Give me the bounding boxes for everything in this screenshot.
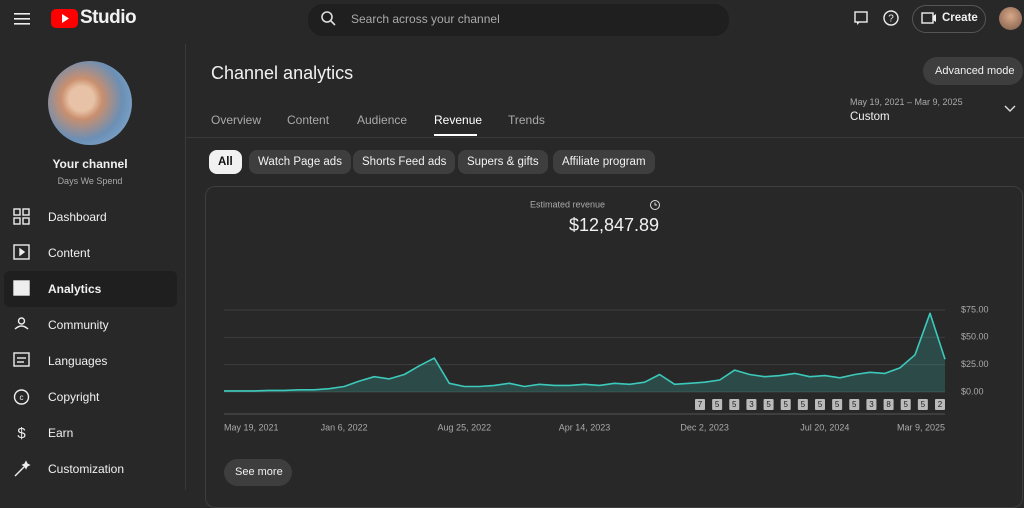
annotation-marker	[729, 399, 740, 410]
date-period[interactable]: Custom	[850, 111, 890, 123]
x-tick-label: Jul 20, 2024	[800, 422, 849, 432]
tab[interactable]: Overview	[211, 113, 262, 127]
search-box[interactable]	[308, 4, 729, 36]
annotation-count: 5	[801, 400, 806, 409]
annotation-count: 5	[852, 400, 857, 409]
dropdown-icon[interactable]	[1004, 105, 1016, 113]
see-more-label[interactable]: See more	[235, 466, 283, 478]
annotation-marker	[849, 399, 860, 410]
tab[interactable]: Audience	[357, 113, 408, 127]
search-icon	[321, 11, 336, 26]
chart-total: $12,847.89	[569, 215, 659, 235]
see-more-button[interactable]	[224, 459, 292, 486]
create-icon	[921, 12, 936, 24]
advanced-mode-button[interactable]	[923, 57, 1023, 85]
nav-item[interactable]: Analytics	[48, 282, 102, 296]
annotation-marker	[780, 399, 791, 410]
y-tick-label: $50.00	[961, 332, 989, 342]
annotation-count: 5	[766, 400, 771, 409]
annotation-count: 2	[938, 400, 943, 409]
nav-icons: c $	[13, 208, 31, 477]
nav-item[interactable]: Customization	[48, 462, 125, 476]
nav-item[interactable]: Content	[48, 246, 91, 260]
svg-text:c: c	[20, 393, 24, 402]
chip[interactable]: Supers & gifts	[458, 150, 548, 174]
chip[interactable]: Affiliate program	[553, 150, 655, 174]
annotation-count: 7	[698, 400, 703, 409]
x-tick-label: Mar 9, 2025	[897, 422, 945, 432]
channel-name: Days We Spend	[57, 176, 123, 186]
revenue-line	[224, 312, 946, 392]
annotation-count: 5	[732, 400, 737, 409]
x-tick-label: May 19, 2021	[224, 422, 279, 432]
annotation-marker	[746, 399, 757, 410]
x-tick-label: Dec 2, 2023	[680, 422, 729, 432]
create-button[interactable]	[912, 5, 986, 33]
annotation-marker	[797, 399, 808, 410]
clock-icon	[650, 200, 660, 210]
sidebar	[0, 44, 186, 490]
annotation-count: 5	[783, 400, 788, 409]
chip[interactable]: Watch Page ads	[249, 150, 351, 174]
revenue-chart: Estimated revenue $12,847.89 $0.00 $25.00…	[224, 199, 989, 432]
revenue-area	[224, 313, 945, 392]
x-tick-label: Jan 6, 2022	[321, 422, 368, 432]
page-title: Channel analytics	[211, 63, 354, 83]
y-tick-label: $0.00	[961, 386, 984, 396]
nav-item[interactable]: Community	[48, 318, 109, 332]
feedback-icon[interactable]	[853, 10, 869, 26]
x-tick-label: Aug 25, 2022	[438, 422, 492, 432]
annotation-marker	[695, 399, 705, 410]
nav-item[interactable]: Dashboard	[48, 210, 107, 224]
page: Channel analytics {"header": {"logo": "S…	[0, 4, 1024, 508]
chip-active[interactable]: All	[209, 150, 242, 174]
body: Studio Search across your channel ? Crea…	[0, 4, 1024, 508]
channel-title: Your channel	[52, 157, 128, 171]
search-placeholder[interactable]: Search across your channel	[351, 12, 500, 26]
annotation-count: 5	[818, 400, 823, 409]
tabs-divider	[186, 137, 1024, 138]
annotation-marker	[712, 399, 723, 410]
tab[interactable]: Content	[287, 113, 330, 127]
annotation-count: 5	[903, 400, 908, 409]
annotation-marker	[900, 399, 911, 410]
y-tick-label: $75.00	[961, 304, 989, 314]
annotation-marker	[935, 399, 945, 410]
annotation-count: 5	[835, 400, 840, 409]
annotation-count: 5	[921, 400, 926, 409]
help-icon[interactable]: ?	[882, 9, 900, 27]
annotation-marker	[883, 399, 894, 410]
annotation-count: 3	[869, 400, 874, 409]
account-avatar[interactable]	[999, 7, 1022, 30]
nav-item[interactable]: Languages	[48, 354, 108, 368]
nav-item[interactable]: Earn	[48, 426, 74, 440]
menu-icon[interactable]	[14, 11, 32, 27]
svg-text:?: ?	[888, 14, 894, 25]
logo-icon[interactable]	[51, 9, 79, 29]
annotation-marker	[832, 399, 843, 410]
nav-item[interactable]: Copyright	[48, 390, 100, 404]
x-tick-label: Apr 14, 2023	[559, 422, 611, 432]
chip[interactable]: Shorts Feed ads	[353, 150, 456, 174]
annotation-count: 8	[886, 400, 891, 409]
chart-title: Estimated revenue	[530, 199, 605, 209]
logo-text[interactable]: Studio	[80, 7, 137, 28]
tab-active[interactable]: Revenue	[434, 113, 483, 127]
active-nav-bg	[4, 271, 177, 307]
annotation-count: 3	[749, 400, 754, 409]
tab-underline	[434, 134, 477, 136]
create-label[interactable]: Create	[942, 12, 978, 24]
tab[interactable]: Trends	[508, 113, 545, 127]
channel-avatar[interactable]	[48, 61, 132, 145]
y-tick-label: $25.00	[961, 359, 989, 369]
annotation-count: 5	[715, 400, 720, 409]
date-range[interactable]: May 19, 2021 – Mar 9, 2025	[850, 97, 963, 107]
annotation-marker	[815, 399, 825, 410]
annotation-marker	[763, 399, 774, 410]
advanced-mode-label[interactable]: Advanced mode	[935, 65, 1015, 77]
annotation-marker	[866, 399, 877, 410]
svg-text:$: $	[17, 425, 26, 442]
annotation-marker	[917, 399, 928, 410]
